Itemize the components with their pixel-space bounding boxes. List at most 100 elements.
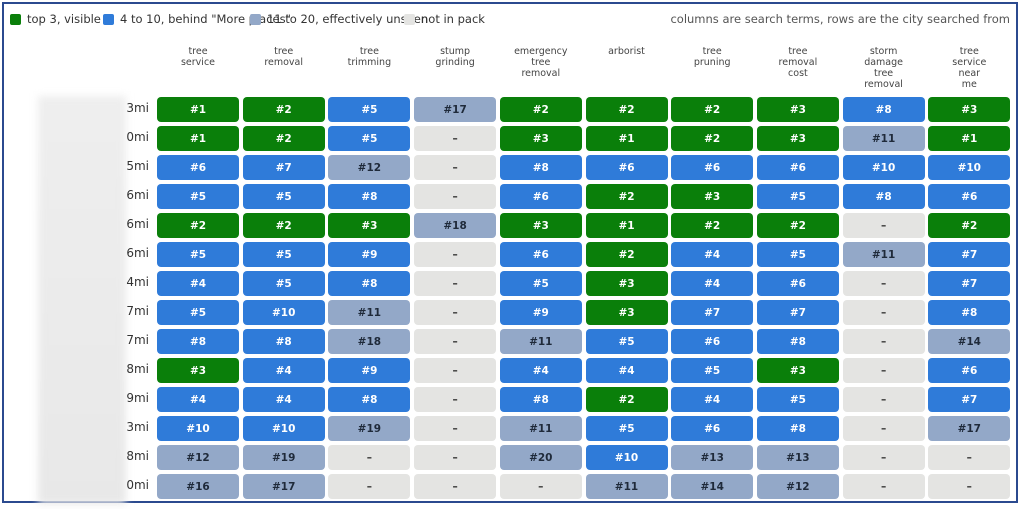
legend-note: columns are search terms, rows are the c… — [670, 12, 1010, 26]
frame — [2, 2, 1018, 503]
legend-item: 4 to 10, behind "More places" — [103, 12, 291, 26]
rank-cell: #3 — [157, 358, 239, 383]
rank-cell: #5 — [242, 242, 325, 267]
rank-cell: #11 — [499, 329, 582, 354]
rank-cell: #9 — [499, 300, 582, 325]
column-header: emergency tree removal — [514, 46, 568, 79]
rank-cell: #2 — [499, 97, 582, 122]
legend-item: 11 to 20, effectively unseen — [250, 12, 428, 26]
rank-cell: #1 — [928, 126, 1011, 151]
rank-cell: #5 — [242, 184, 325, 209]
rank-cell: – — [414, 300, 497, 325]
rank-cell: #8 — [928, 300, 1011, 325]
rank-cell: #5 — [756, 242, 839, 267]
rank-cell: #3 — [328, 213, 411, 238]
rank-cell: #3 — [499, 126, 582, 151]
row-label: 4mi — [126, 275, 149, 289]
rank-cell: #3 — [756, 97, 839, 122]
legend-label: top 3, visible — [27, 12, 101, 26]
rank-cell: #19 — [328, 416, 411, 441]
rank-cell: – — [499, 474, 582, 499]
column-header: tree service near me — [952, 46, 987, 90]
row-label: 6mi — [126, 188, 149, 202]
rank-cell: #5 — [157, 242, 239, 267]
rank-cell: #17 — [242, 474, 325, 499]
rank-cell: #11 — [585, 474, 668, 499]
rank-cell: #3 — [756, 126, 839, 151]
blurred-city-names — [38, 96, 126, 504]
row-label: 0mi — [126, 130, 149, 144]
row-label: 3mi — [126, 420, 149, 434]
rank-cell: #2 — [585, 242, 668, 267]
rank-cell: #10 — [242, 416, 325, 441]
rank-cell: #9 — [328, 242, 411, 267]
rank-cell: – — [842, 445, 925, 470]
rank-cell: #11 — [842, 242, 925, 267]
rank-cell: #5 — [499, 271, 582, 296]
rank-cell: #5 — [585, 416, 668, 441]
rank-cell: #8 — [328, 271, 411, 296]
rank-cell: #14 — [928, 329, 1011, 354]
row-label: 7mi — [126, 333, 149, 347]
rank-cell: #13 — [756, 445, 839, 470]
rank-cell: #18 — [328, 329, 411, 354]
rank-cell: #1 — [157, 126, 239, 151]
row-label: 9mi — [126, 391, 149, 405]
rank-cell: #8 — [756, 416, 839, 441]
legend-label: 4 to 10, behind "More places" — [120, 12, 291, 26]
column-header: tree service — [180, 46, 216, 68]
rank-cell: – — [842, 387, 925, 412]
rank-cell: – — [328, 445, 411, 470]
row-label: 0mi — [126, 478, 149, 492]
rank-cell: – — [414, 271, 497, 296]
rank-cell: #11 — [842, 126, 925, 151]
rank-cell: #3 — [671, 184, 754, 209]
legend-item: not in pack — [404, 12, 485, 26]
row-label: 5mi — [126, 159, 149, 173]
rank-cell: #7 — [928, 271, 1011, 296]
rank-cell: #4 — [585, 358, 668, 383]
rank-cell: #2 — [157, 213, 239, 238]
rank-cell: #12 — [328, 155, 411, 180]
rank-cell: #4 — [242, 358, 325, 383]
rank-cell: #8 — [842, 97, 925, 122]
rank-cell: #4 — [671, 387, 754, 412]
row-label: 6mi — [126, 246, 149, 260]
row-label: 8mi — [126, 362, 149, 376]
rank-cell: – — [928, 474, 1011, 499]
rank-cell: #19 — [242, 445, 325, 470]
rank-cell: #5 — [157, 184, 239, 209]
rank-cell: #1 — [585, 126, 668, 151]
rank-cell: #8 — [499, 155, 582, 180]
column-header: storm damage tree removal — [864, 46, 903, 90]
rank-cell: #11 — [328, 300, 411, 325]
rank-cell: #3 — [499, 213, 582, 238]
rank-cell: #10 — [842, 155, 925, 180]
row-label: 8mi — [126, 449, 149, 463]
rank-cell: #6 — [928, 184, 1011, 209]
rank-cell: #20 — [499, 445, 582, 470]
rank-cell: #14 — [671, 474, 754, 499]
rank-cell: #7 — [242, 155, 325, 180]
rank-cell: #5 — [328, 126, 411, 151]
rank-cell: #5 — [756, 387, 839, 412]
rank-cell: – — [842, 474, 925, 499]
rank-cell: #6 — [928, 358, 1011, 383]
rank-cell: – — [414, 474, 497, 499]
rank-cell: #5 — [242, 271, 325, 296]
rank-cell: #2 — [671, 97, 754, 122]
rank-cell: – — [414, 329, 497, 354]
legend-swatch — [103, 13, 114, 25]
rank-cell: #6 — [585, 155, 668, 180]
rank-cell: #6 — [671, 155, 754, 180]
rank-cell: – — [842, 213, 925, 238]
rank-cell: #4 — [671, 271, 754, 296]
rank-cell: #2 — [585, 184, 668, 209]
rank-cell: #5 — [328, 97, 411, 122]
rank-cell: – — [328, 474, 411, 499]
rank-cell: – — [842, 271, 925, 296]
rank-cell: – — [414, 387, 497, 412]
rank-cell: – — [414, 155, 497, 180]
rank-cell: #4 — [242, 387, 325, 412]
rank-cell: #8 — [328, 184, 411, 209]
